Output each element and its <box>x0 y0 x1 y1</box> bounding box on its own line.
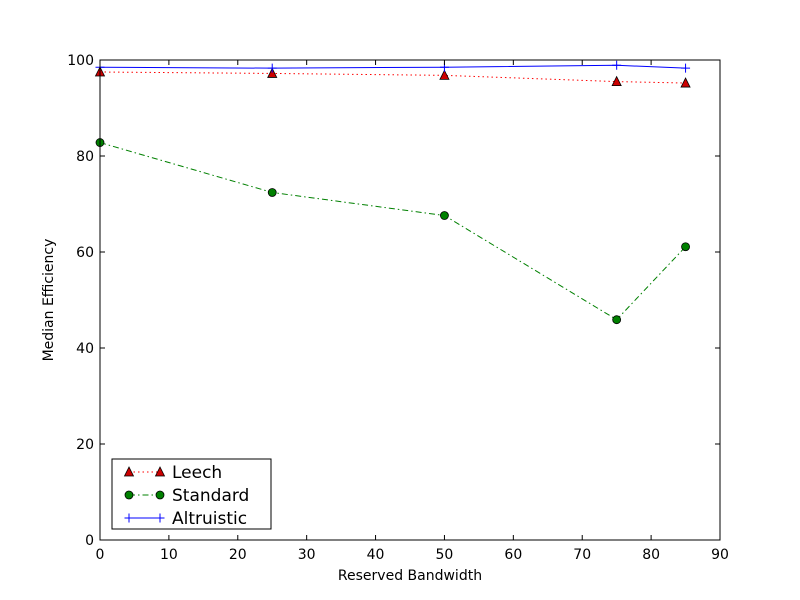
series-standard-point-2 <box>440 211 449 220</box>
x-tick-label-8: 80 <box>642 547 660 563</box>
x-tick-label-7: 70 <box>573 547 591 563</box>
legend-marker-leech-point-b <box>154 466 166 477</box>
legend-entry-standard: Standard <box>124 486 249 506</box>
series-leech-point-1 <box>267 67 278 78</box>
y-axis-label: Median Efficiency <box>41 239 57 362</box>
y-tick-label-4: 80 <box>76 149 94 165</box>
x-tick-label-4: 40 <box>367 547 385 563</box>
legend-box <box>111 458 272 530</box>
legend-label-altruistic: Altruistic <box>172 509 247 529</box>
series-altruistic-point-4 <box>681 63 691 73</box>
legend-label-leech: Leech <box>172 463 222 483</box>
legend-marker-altruistic-point-a <box>124 513 134 523</box>
legend-marker-altruistic-point-b <box>155 513 165 523</box>
series-altruistic-point-1 <box>267 63 277 73</box>
x-tick-label-5: 50 <box>436 547 454 563</box>
series-altruistic-point-3 <box>612 60 622 70</box>
x-tick-label-9: 90 <box>711 547 729 563</box>
legend-entry-leech: Leech <box>123 463 222 483</box>
series-standard-point-1 <box>267 188 277 197</box>
legend: Leech Standard Altruistic <box>111 458 272 530</box>
x-tick-label-0: 0 <box>96 547 105 563</box>
x-tick-label-1: 10 <box>160 547 178 563</box>
series-standard-point-4 <box>681 242 690 252</box>
series-leech-point-2 <box>439 69 450 80</box>
legend-entry-altruistic: Altruistic <box>124 509 247 529</box>
x-tick-label-3: 30 <box>298 547 316 563</box>
y-tick-label-1: 20 <box>76 437 94 453</box>
y-tick-label-0: 0 <box>85 533 94 549</box>
legend-label-standard: Standard <box>172 486 249 506</box>
series-leech-point-3 <box>611 75 622 86</box>
legend-marker-standard-point-a <box>124 490 134 500</box>
series-standard-point-3 <box>612 315 622 325</box>
legend-marker-standard-point-b <box>155 490 165 500</box>
plot-frame <box>99 59 721 541</box>
y-tick-label-5: 100 <box>67 53 94 69</box>
ticks-layer: 0 10 20 30 40 50 60 70 80 90 0 20 40 60 80 100 <box>67 53 729 563</box>
y-tick-label-3: 60 <box>76 245 94 261</box>
x-axis-label: Reserved Bandwidth <box>338 568 482 584</box>
y-tick-label-2: 40 <box>76 341 94 357</box>
x-tick-label-2: 20 <box>229 547 247 563</box>
legend-marker-leech-point-a <box>123 466 135 477</box>
x-tick-label-6: 60 <box>504 547 522 563</box>
series-leech-point-4 <box>680 77 691 88</box>
